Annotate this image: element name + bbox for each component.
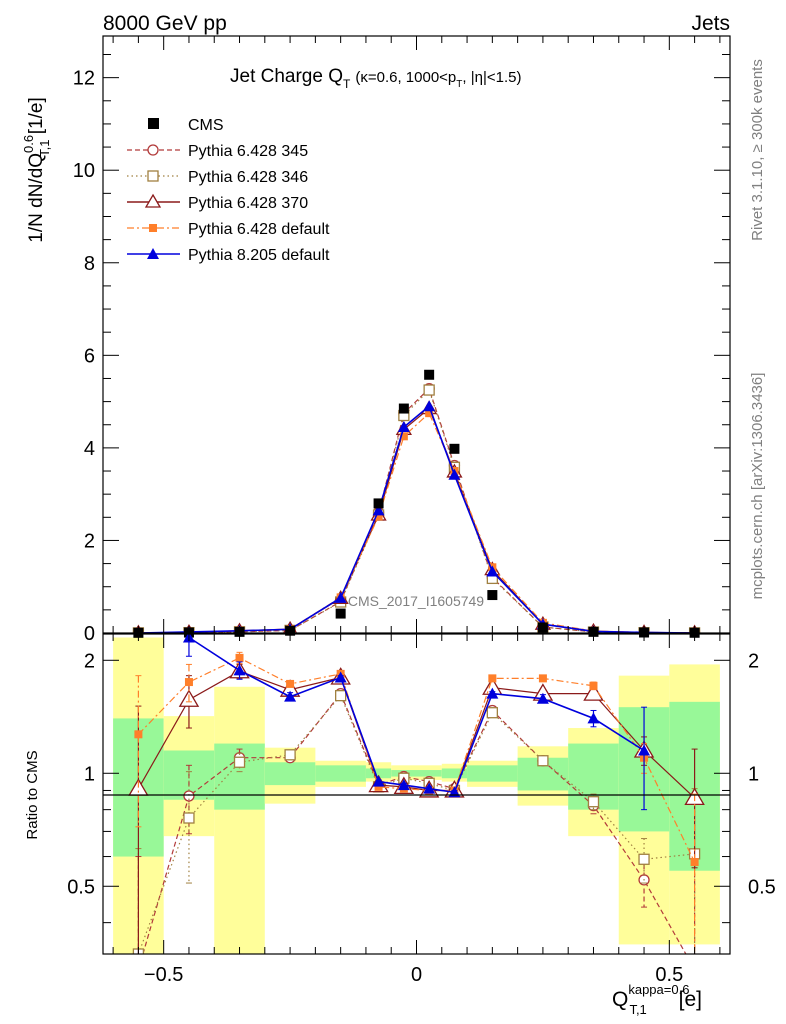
stat-uncertainty-band <box>441 768 468 779</box>
ratio-point-pythia6-default <box>134 730 143 739</box>
y-tick-label-ratio-right: 0.5 <box>748 876 776 898</box>
series-point-pythia8-default <box>334 591 347 603</box>
ratio-point-pythia8-default <box>372 775 385 787</box>
y-tick-label-ratio-left: 1 <box>84 763 95 785</box>
ratio-line-pythia8-default <box>188 636 645 794</box>
header-energy: 8000 GeV pp <box>103 12 227 35</box>
series-point-pythia6-default <box>374 512 383 521</box>
series-point-pythia8-default <box>397 421 410 433</box>
y-tick-label-main: 10 <box>73 160 95 182</box>
ratio-series <box>128 634 705 954</box>
ratio-point-pythia6-346 <box>233 756 246 768</box>
series-point-pythia8-default <box>486 565 499 577</box>
series-line-pythia8-default <box>138 404 695 633</box>
y-tick-label-main: 4 <box>84 438 95 460</box>
ratio-point-pythia6-346 <box>335 689 347 702</box>
x-tick-label: −0.5 <box>144 964 183 986</box>
ratio-point-pythia6-default <box>235 653 244 662</box>
legend-label-cms: CMS <box>188 117 224 134</box>
plot-title: Jet Charge QT (κ=0.6, 1000<pT, |η|<1.5) <box>230 66 521 91</box>
ratio-point-pythia8-default <box>423 782 436 794</box>
cms-data-point <box>449 443 460 454</box>
y-axis-label-ratio: Ratio to CMS <box>24 750 41 839</box>
header-process: Jets <box>691 12 730 35</box>
legend-marker-pythia6-346 <box>127 170 180 182</box>
stat-uncertainty-band <box>315 765 366 782</box>
series-point-pythia8-default <box>423 400 436 412</box>
stat-uncertainty-band <box>365 768 392 779</box>
analysis-id: CMS_2017_I1605749 <box>348 593 484 609</box>
cms-data-point <box>335 608 346 619</box>
ratio-point-pythia8-default <box>587 712 600 724</box>
y-tick-label-ratio-right: 2 <box>748 650 759 672</box>
series-point-pythia6-default <box>399 432 408 441</box>
ratio-point-pythia6-default <box>538 674 547 683</box>
legend-label-pythia6-default: Pythia 6.428 default <box>188 221 330 238</box>
ratio-point-pythia6-346 <box>638 853 650 865</box>
ratio-point-pythia6-default <box>286 679 295 688</box>
mcplots-credit: mcplots.cern.ch [arXiv:1306.3436] <box>749 373 766 600</box>
x-tick-label: 0.5 <box>655 964 683 986</box>
legend-marker-pythia6-370 <box>127 193 180 208</box>
x-axis-label: Qkappa=0.6 T,1 [e] <box>612 982 702 1017</box>
legend-marker-pythia6-default <box>127 224 180 232</box>
ratio-point-pythia8-default <box>233 664 246 676</box>
ratio-point-pythia8-default <box>397 779 410 791</box>
y-tick-label-main: 8 <box>84 253 95 275</box>
legend: CMS Pythia 6.428 345 Pythia 6.428 346 Py… <box>127 117 330 264</box>
ratio-point-pythia8-default <box>486 687 499 699</box>
uncertainty-bands <box>113 637 720 954</box>
cms-data-point <box>398 403 409 414</box>
ratio-point-pythia8-default <box>284 690 297 702</box>
series-point-pythia8-default <box>448 468 461 480</box>
series-point-pythia8-default <box>372 504 385 516</box>
y-tick-label-ratio-left: 0.5 <box>67 876 95 898</box>
stat-uncertainty-band <box>264 762 316 786</box>
ratio-line-pythia6-default <box>137 657 696 863</box>
legend-marker-pythia6-345 <box>127 144 180 156</box>
y-tick-label-ratio-right: 1 <box>748 763 759 785</box>
total-uncertainty-band <box>214 686 265 954</box>
series-point-pythia6-default <box>425 409 434 418</box>
ratio-point-pythia6-346 <box>183 812 195 824</box>
legend-marker-pythia8-default <box>127 248 180 259</box>
stat-uncertainty-band <box>416 770 442 777</box>
ratio-line-pythia6-345 <box>142 692 687 954</box>
ratio-point-pythia6-346 <box>486 707 498 719</box>
rivet-version: Rivet 3.1.10, ≥ 300k events <box>749 59 766 241</box>
ratio-point-pythia6-346 <box>284 749 296 761</box>
ratio-point-pythia8-default <box>638 744 651 756</box>
ratio-point-pythia6-default <box>488 674 497 683</box>
legend-marker-cms <box>148 118 159 129</box>
ratio-point-pythia6-default <box>184 678 193 687</box>
y-axis-label-main: 1/N dN/dQ0.6T,1 [1/e] <box>21 97 52 242</box>
legend-label-pythia6-345: Pythia 6.428 345 <box>188 143 308 160</box>
y-tick-label-main: 6 <box>84 345 95 367</box>
x-tick-label: 0 <box>411 964 422 986</box>
cms-data-point <box>373 498 384 509</box>
y-tick-label-main: 2 <box>84 530 95 552</box>
cms-data-point <box>487 590 498 601</box>
ratio-point-pythia8-default <box>334 671 347 683</box>
legend-label-pythia6-370: Pythia 6.428 370 <box>188 195 308 212</box>
legend-label-pythia6-346: Pythia 6.428 346 <box>188 169 308 186</box>
y-tick-label-main: 12 <box>73 68 95 90</box>
legend-label-pythia8-default: Pythia 8.205 default <box>188 247 330 264</box>
ratio-point-pythia6-346 <box>587 796 600 808</box>
cms-data-point <box>424 369 435 380</box>
ratio-point-pythia8-default <box>536 692 549 704</box>
stat-uncertainty-band <box>467 765 518 782</box>
series-line-pythia6-345 <box>138 387 695 633</box>
y-tick-label-main: 0 <box>84 623 95 645</box>
ratio-point-pythia6-default <box>589 681 598 690</box>
ratio-point-pythia6-346 <box>537 755 549 767</box>
ratio-point-pythia6-default <box>690 858 699 867</box>
series-point-pythia6-346 <box>423 384 435 396</box>
ratio-point-pythia6-default <box>374 782 383 791</box>
y-tick-label-ratio-left: 2 <box>84 650 95 672</box>
